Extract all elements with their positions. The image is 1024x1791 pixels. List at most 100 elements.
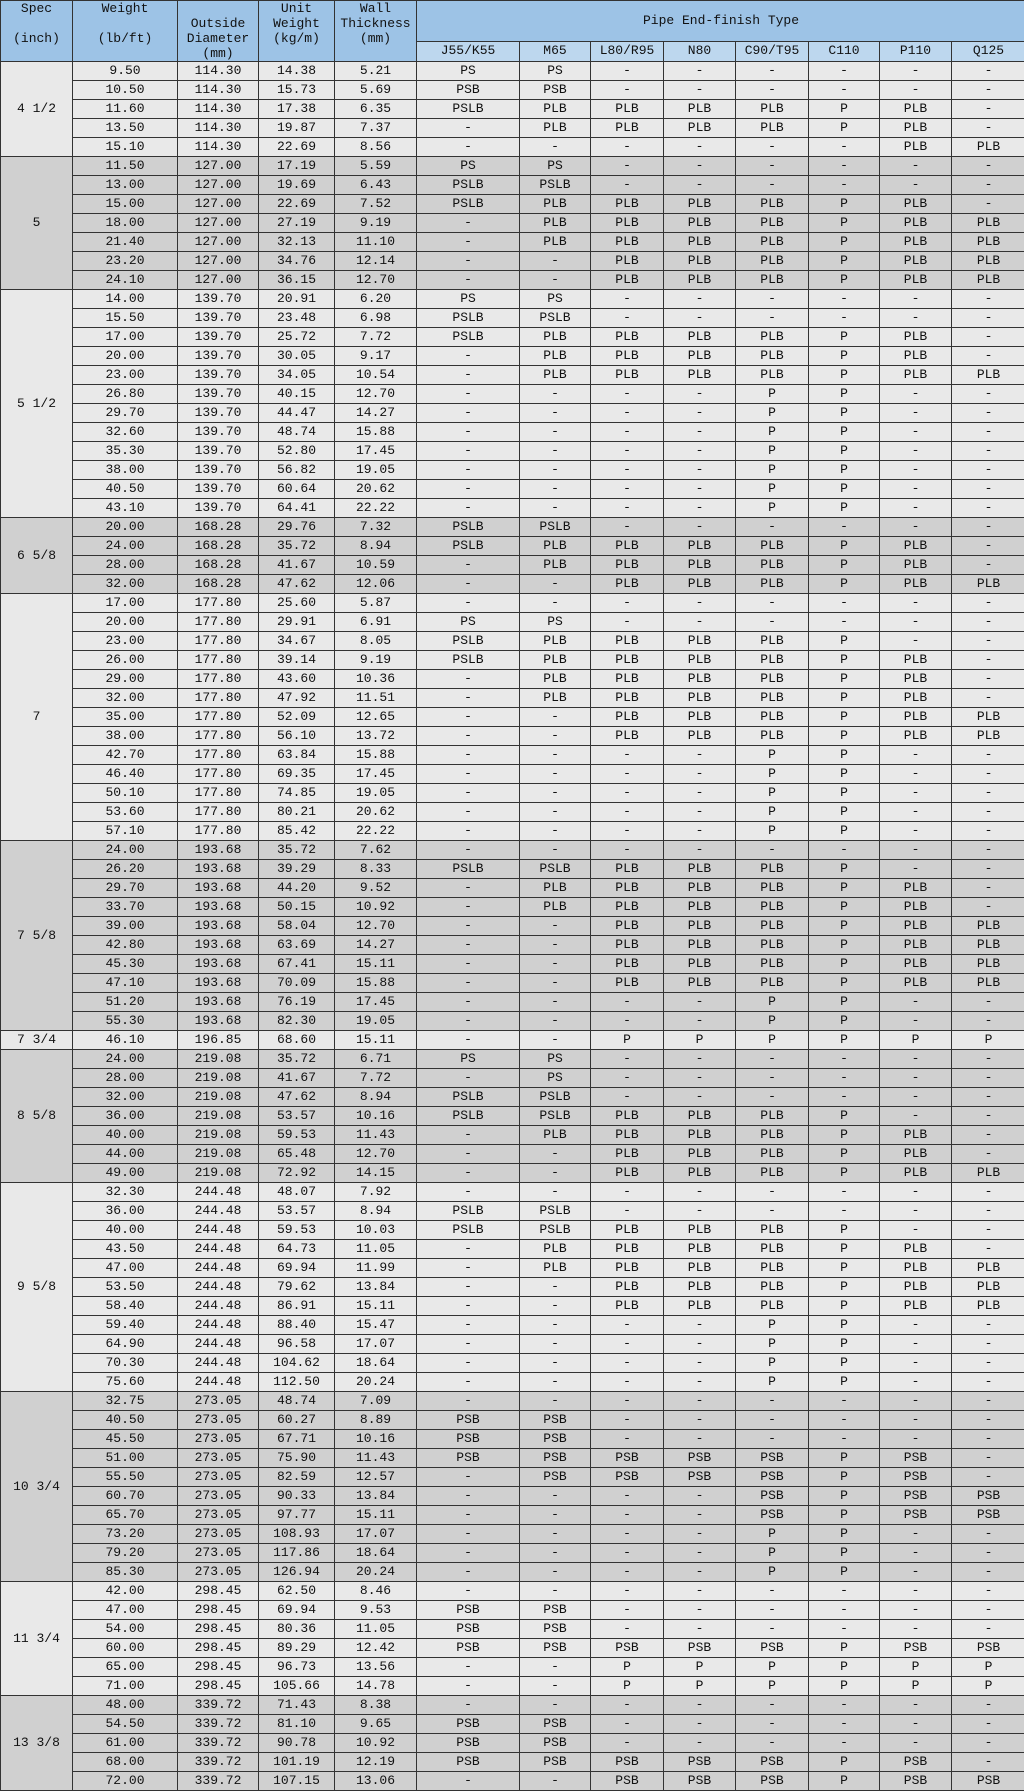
- wall-thickness-cell: 10.92: [335, 898, 417, 917]
- q125-cell: -: [952, 1335, 1024, 1354]
- l80-r95-cell: PLB: [591, 917, 664, 936]
- c90-t95-cell: PLB: [736, 1164, 809, 1183]
- q125-cell: -: [952, 1221, 1024, 1240]
- weight-cell: 45.30: [73, 955, 178, 974]
- weight-cell: 20.00: [73, 613, 178, 632]
- c110-cell: -: [809, 81, 880, 100]
- wall-thickness-cell: 5.69: [335, 81, 417, 100]
- n80-cell: -: [664, 1525, 736, 1544]
- spec-cell: 6 5/8: [1, 518, 73, 594]
- unit-weight-cell: 40.15: [259, 385, 335, 404]
- c110-cell: P: [809, 1164, 880, 1183]
- c90-t95-cell: PLB: [736, 195, 809, 214]
- wall-thickness-cell: 14.27: [335, 936, 417, 955]
- unit-weight-cell: 82.59: [259, 1468, 335, 1487]
- j55-k55-cell: -: [417, 214, 520, 233]
- n80-cell: -: [664, 765, 736, 784]
- m65-cell: -: [520, 480, 591, 499]
- c90-t95-cell: P: [736, 480, 809, 499]
- wall-thickness-cell: 13.56: [335, 1658, 417, 1677]
- l80-r95-cell: -: [591, 1544, 664, 1563]
- q125-cell: -: [952, 1069, 1024, 1088]
- weight-cell: 54.00: [73, 1620, 178, 1639]
- c90-t95-cell: -: [736, 1069, 809, 1088]
- q125-cell: -: [952, 100, 1024, 119]
- j55-k55-cell: -: [417, 898, 520, 917]
- m65-cell: PS: [520, 290, 591, 309]
- c90-t95-cell: PLB: [736, 1278, 809, 1297]
- l80-r95-cell: -: [591, 803, 664, 822]
- n80-cell: PLB: [664, 233, 736, 252]
- weight-cell: 14.00: [73, 290, 178, 309]
- n80-cell: PLB: [664, 936, 736, 955]
- l80-r95-cell: -: [591, 1525, 664, 1544]
- c110-cell: P: [809, 898, 880, 917]
- c90-t95-cell: P: [736, 1658, 809, 1677]
- q125-cell: PLB: [952, 974, 1024, 993]
- c110-cell: P: [809, 784, 880, 803]
- j55-k55-cell: PSB: [417, 1601, 520, 1620]
- wall-thickness-cell: 7.37: [335, 119, 417, 138]
- wall-thickness-cell: 18.64: [335, 1544, 417, 1563]
- outside-diameter-cell: 244.48: [178, 1202, 259, 1221]
- q125-cell: PLB: [952, 575, 1024, 594]
- wall-thickness-cell: 6.71: [335, 1050, 417, 1069]
- wall-thickness-cell: 10.16: [335, 1107, 417, 1126]
- weight-cell: 20.00: [73, 518, 178, 537]
- wall-thickness-cell: 7.72: [335, 328, 417, 347]
- q125-cell: PLB: [952, 936, 1024, 955]
- j55-k55-cell: PSLB: [417, 100, 520, 119]
- c110-cell: P: [809, 1639, 880, 1658]
- outside-diameter-cell: 193.68: [178, 936, 259, 955]
- m65-cell: -: [520, 1297, 591, 1316]
- q125-cell: -: [952, 1753, 1024, 1772]
- j55-k55-cell: -: [417, 480, 520, 499]
- p110-cell: PLB: [880, 1126, 952, 1145]
- wall-thickness-cell: 20.24: [335, 1373, 417, 1392]
- l80-r95-cell: PLB: [591, 556, 664, 575]
- unit-weight-cell: 90.33: [259, 1487, 335, 1506]
- outside-diameter-cell: 298.45: [178, 1620, 259, 1639]
- weight-cell: 38.00: [73, 461, 178, 480]
- q125-cell: PLB: [952, 917, 1024, 936]
- j55-k55-cell: PSLB: [417, 1202, 520, 1221]
- wall-thickness-cell: 6.91: [335, 613, 417, 632]
- unit-weight-cell: 35.72: [259, 537, 335, 556]
- grade-header: N80: [664, 41, 736, 61]
- grade-header: M65: [520, 41, 591, 61]
- m65-cell: PLB: [520, 670, 591, 689]
- c110-cell: P: [809, 917, 880, 936]
- unit-weight-cell: 64.73: [259, 1240, 335, 1259]
- m65-cell: PS: [520, 157, 591, 176]
- p110-cell: PLB: [880, 689, 952, 708]
- weight-cell: 45.50: [73, 1430, 178, 1449]
- c90-t95-cell: PLB: [736, 727, 809, 746]
- outside-diameter-cell: 114.30: [178, 100, 259, 119]
- outside-diameter-cell: 244.48: [178, 1221, 259, 1240]
- c110-cell: -: [809, 309, 880, 328]
- p110-cell: -: [880, 613, 952, 632]
- l80-r95-cell: PLB: [591, 670, 664, 689]
- q125-cell: -: [952, 898, 1024, 917]
- j55-k55-cell: -: [417, 1525, 520, 1544]
- c110-cell: P: [809, 1335, 880, 1354]
- weight-cell: 53.60: [73, 803, 178, 822]
- c110-cell: -: [809, 1069, 880, 1088]
- unit-weight-cell: 48.74: [259, 1392, 335, 1411]
- c110-cell: P: [809, 233, 880, 252]
- c90-t95-cell: PLB: [736, 860, 809, 879]
- unit-weight-cell: 80.36: [259, 1620, 335, 1639]
- weight-cell: 26.20: [73, 860, 178, 879]
- n80-cell: -: [664, 803, 736, 822]
- outside-diameter-cell: 139.70: [178, 290, 259, 309]
- m65-cell: PLB: [520, 100, 591, 119]
- unit-weight-cell: 117.86: [259, 1544, 335, 1563]
- wall-thickness-cell: 15.88: [335, 974, 417, 993]
- p110-cell: -: [880, 1601, 952, 1620]
